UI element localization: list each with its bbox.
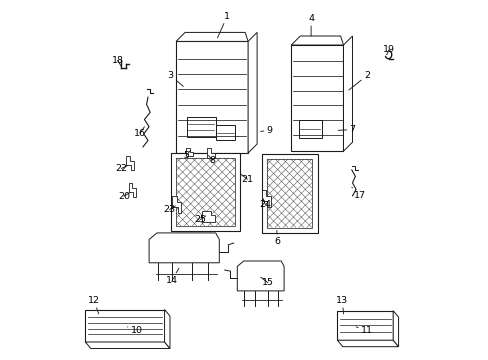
Text: 11: 11 <box>355 326 372 335</box>
Text: 13: 13 <box>336 296 348 314</box>
Text: 14: 14 <box>165 268 179 284</box>
Polygon shape <box>128 183 136 197</box>
Text: 21: 21 <box>241 174 253 184</box>
Bar <box>176 158 234 226</box>
Text: 8: 8 <box>208 156 215 165</box>
Polygon shape <box>247 32 257 153</box>
Polygon shape <box>202 211 215 222</box>
Polygon shape <box>164 310 170 348</box>
Bar <box>215 125 235 140</box>
Bar <box>298 120 321 138</box>
Text: 3: 3 <box>167 71 183 86</box>
Text: 16: 16 <box>134 127 146 138</box>
Bar <box>186 117 215 137</box>
Polygon shape <box>172 196 181 213</box>
Polygon shape <box>392 311 398 347</box>
Text: 4: 4 <box>307 14 313 36</box>
Text: 20: 20 <box>118 192 130 201</box>
Polygon shape <box>149 233 219 263</box>
Bar <box>171 153 240 231</box>
Bar <box>261 154 317 233</box>
Bar <box>291 45 343 151</box>
Text: 15: 15 <box>260 277 273 287</box>
Polygon shape <box>237 261 284 291</box>
Polygon shape <box>291 36 343 45</box>
Text: 9: 9 <box>260 126 272 135</box>
Text: 10: 10 <box>127 326 142 335</box>
Bar <box>266 159 311 228</box>
Text: 5: 5 <box>183 150 190 160</box>
Text: 24: 24 <box>259 199 271 209</box>
Bar <box>85 310 164 342</box>
Polygon shape <box>186 148 193 156</box>
Text: 19: 19 <box>383 45 394 55</box>
Bar <box>176 41 247 153</box>
Text: 18: 18 <box>112 56 123 67</box>
Bar <box>337 311 392 340</box>
Text: 2: 2 <box>348 71 369 90</box>
Text: 7: 7 <box>337 125 355 134</box>
Text: 17: 17 <box>351 187 365 199</box>
Polygon shape <box>85 342 170 348</box>
Text: 22: 22 <box>115 164 127 173</box>
Polygon shape <box>126 156 134 170</box>
Text: 25: 25 <box>194 215 206 224</box>
Text: 1: 1 <box>217 12 230 38</box>
Polygon shape <box>337 340 398 347</box>
Polygon shape <box>176 32 247 41</box>
Text: 6: 6 <box>273 230 279 246</box>
Polygon shape <box>206 148 215 158</box>
Text: 23: 23 <box>163 205 175 214</box>
Polygon shape <box>343 36 352 151</box>
Text: 12: 12 <box>88 296 100 314</box>
Polygon shape <box>261 190 270 207</box>
